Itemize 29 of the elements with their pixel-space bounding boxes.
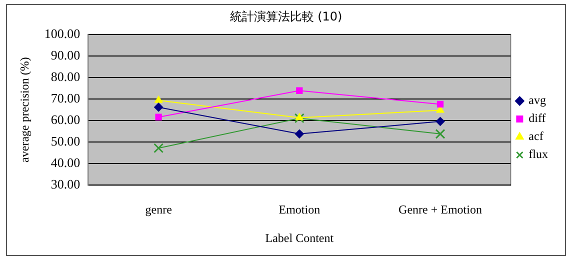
point bbox=[294, 129, 304, 138]
y-tick-label: 50.00 bbox=[50, 134, 80, 149]
legend-label: flux bbox=[528, 147, 548, 162]
x-axis-title: Label Content bbox=[265, 230, 334, 245]
chart-title: 統計演算法比較 (10) bbox=[230, 9, 342, 24]
point bbox=[294, 113, 304, 124]
y-tick-label: 100.00 bbox=[44, 26, 80, 41]
point bbox=[154, 143, 164, 154]
point bbox=[155, 114, 162, 120]
legend-label: avg bbox=[528, 93, 546, 108]
x-tick-label: Genre + Emotion bbox=[398, 202, 482, 217]
x-tick-label: Emotion bbox=[278, 202, 320, 217]
point bbox=[154, 96, 163, 103]
legend-label: diff bbox=[528, 111, 546, 126]
point bbox=[435, 128, 446, 139]
y-tick-label: 70.00 bbox=[50, 90, 80, 106]
y-tick-label: 80.00 bbox=[50, 68, 80, 84]
point bbox=[295, 113, 304, 120]
y-axis-title: average precision (%) bbox=[17, 57, 32, 162]
point bbox=[296, 87, 303, 94]
y-tick-label: 30.00 bbox=[50, 176, 80, 192]
y-tick-label: 60.00 bbox=[50, 112, 80, 127]
y-tick-label: 40.00 bbox=[50, 155, 80, 170]
point bbox=[436, 116, 445, 126]
point bbox=[436, 100, 444, 108]
point bbox=[154, 102, 164, 112]
y-tick-label: 90.00 bbox=[50, 47, 80, 62]
legend-label: acf bbox=[528, 129, 544, 144]
x-tick-label: genre bbox=[145, 202, 172, 217]
